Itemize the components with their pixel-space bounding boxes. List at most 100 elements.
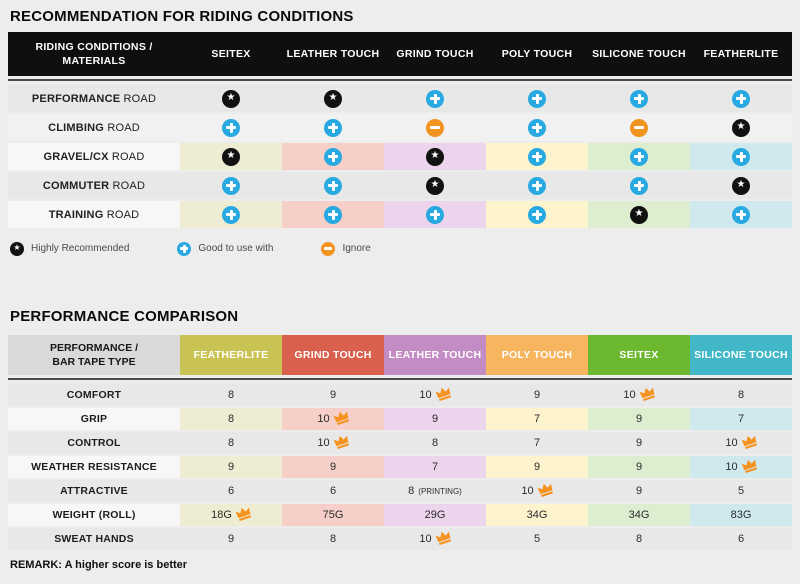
- rating-cell: [690, 201, 792, 228]
- plus-icon: [222, 118, 240, 137]
- plus-icon: [177, 241, 192, 256]
- score-value: 10: [419, 533, 432, 545]
- rating-cell: [384, 201, 486, 228]
- score-cell: 8: [180, 384, 282, 406]
- row-label: GRAVEL/CX ROAD: [8, 143, 180, 170]
- table-row: SWEAT HANDS 9 8 10 5 8 6: [8, 528, 792, 550]
- column-header: FEATHERLITE: [703, 47, 779, 60]
- score-cell: 5: [486, 528, 588, 550]
- score-value: 8: [408, 485, 415, 497]
- score-cell: 8: [180, 408, 282, 430]
- rating-cell: [486, 85, 588, 112]
- header-divider: [8, 378, 792, 380]
- row-label-bold: COMMUTER: [42, 179, 110, 192]
- table-row: COMFORT 8 9 10 9 10 8: [8, 384, 792, 406]
- rating-cell: [384, 143, 486, 170]
- column-header: POLY TOUCH: [486, 335, 588, 375]
- performance-table-body: COMFORT 8 9 10 9 10 8 GRIP 8 10 9 7 9 7 CONTROL 8 10 8 7 9 1…: [8, 384, 792, 550]
- rating-cell: [282, 143, 384, 170]
- score-value: 7: [533, 437, 541, 449]
- table-row: PERFORMANCE ROAD: [8, 85, 792, 112]
- score-cell: 9: [282, 456, 384, 478]
- plus-icon: [528, 176, 546, 195]
- header-label-line1: PERFORMANCE /: [49, 341, 139, 354]
- score-value: 8: [737, 389, 745, 401]
- table-row: CONTROL 8 10 8 7 9 10: [8, 432, 792, 454]
- score-cell: 10: [690, 456, 792, 478]
- column-header: POLY TOUCH: [501, 47, 573, 60]
- rating-cell: [282, 201, 384, 228]
- score-cell: 9: [282, 384, 384, 406]
- score-cell: 9: [384, 408, 486, 430]
- row-label: SWEAT HANDS: [8, 528, 180, 550]
- score-cell: 83G: [690, 504, 792, 526]
- plus-icon: [222, 176, 240, 195]
- score-cell: 8: [180, 432, 282, 454]
- rating-cell: [180, 114, 282, 141]
- rating-cell: [690, 143, 792, 170]
- row-label-rest: ROAD: [108, 150, 145, 163]
- plus-icon: [324, 118, 342, 137]
- score-value: 9: [329, 461, 337, 473]
- crown-icon: [435, 387, 451, 401]
- score-value: 8: [227, 413, 235, 425]
- score-cell: 9: [588, 432, 690, 454]
- row-label-bold: CLIMBING: [48, 121, 105, 134]
- plus-icon: [426, 205, 444, 224]
- plus-icon: [528, 205, 546, 224]
- score-value: 7: [533, 413, 541, 425]
- score-value: 18G: [211, 509, 232, 521]
- rating-cell: [486, 143, 588, 170]
- row-label: COMFORT: [8, 384, 180, 406]
- legend-label: Highly Recommended: [31, 243, 130, 254]
- score-value: 10: [317, 437, 330, 449]
- plus-icon: [528, 118, 546, 137]
- score-suffix: (PRINTING): [418, 486, 462, 496]
- legend-item-good-to-use-with: Good to use with: [177, 241, 273, 256]
- score-cell: 8 (PRINTING): [384, 480, 486, 502]
- score-value: 9: [329, 389, 337, 401]
- score-cell: 10: [282, 408, 384, 430]
- row-label: CLIMBING ROAD: [8, 114, 180, 141]
- plus-icon: [222, 205, 240, 224]
- score-value: 5: [737, 485, 745, 497]
- score-value: 7: [737, 413, 745, 425]
- plus-icon: [630, 89, 648, 108]
- rating-cell: [180, 201, 282, 228]
- rating-cell: [180, 85, 282, 112]
- column-header: FEATHERLITE: [180, 335, 282, 375]
- performance-table-header-label: PERFORMANCE / BAR TAPE TYPE: [8, 335, 180, 375]
- rating-cell: [588, 85, 690, 112]
- score-cell: 8: [690, 384, 792, 406]
- score-value: 8: [635, 533, 643, 545]
- score-cell: 5: [690, 480, 792, 502]
- crown-icon: [741, 435, 757, 449]
- table-row: CLIMBING ROAD: [8, 114, 792, 141]
- score-cell: 9: [486, 456, 588, 478]
- plus-icon: [732, 205, 750, 224]
- row-label: GRIP: [8, 408, 180, 430]
- column-header: LEATHER TOUCH: [286, 47, 380, 60]
- row-label: PERFORMANCE ROAD: [8, 85, 180, 112]
- table-row: WEATHER RESISTANCE 9 9 7 9 9 10: [8, 456, 792, 478]
- crown-icon: [333, 435, 349, 449]
- star-icon: [222, 147, 240, 166]
- score-value: 10: [317, 413, 330, 425]
- score-cell: 34G: [486, 504, 588, 526]
- row-label-bold: PERFORMANCE: [31, 92, 121, 105]
- table-row: COMMUTER ROAD: [8, 172, 792, 199]
- score-cell: 29G: [384, 504, 486, 526]
- legend-label: Ignore: [342, 243, 371, 254]
- score-value: 6: [737, 533, 745, 545]
- header-label-line2: MATERIALS: [62, 55, 126, 67]
- plus-icon: [324, 205, 342, 224]
- score-cell: 9: [588, 408, 690, 430]
- score-value: 9: [227, 533, 235, 545]
- column-header: SILICONE TOUCH: [690, 335, 792, 375]
- column-header: LEATHER TOUCH: [384, 335, 486, 375]
- rating-cell: [282, 85, 384, 112]
- remark-note: REMARK: A higher score is better: [10, 559, 188, 571]
- crown-icon: [333, 411, 349, 425]
- header-label-line1: RIDING CONDITIONS /: [35, 40, 153, 53]
